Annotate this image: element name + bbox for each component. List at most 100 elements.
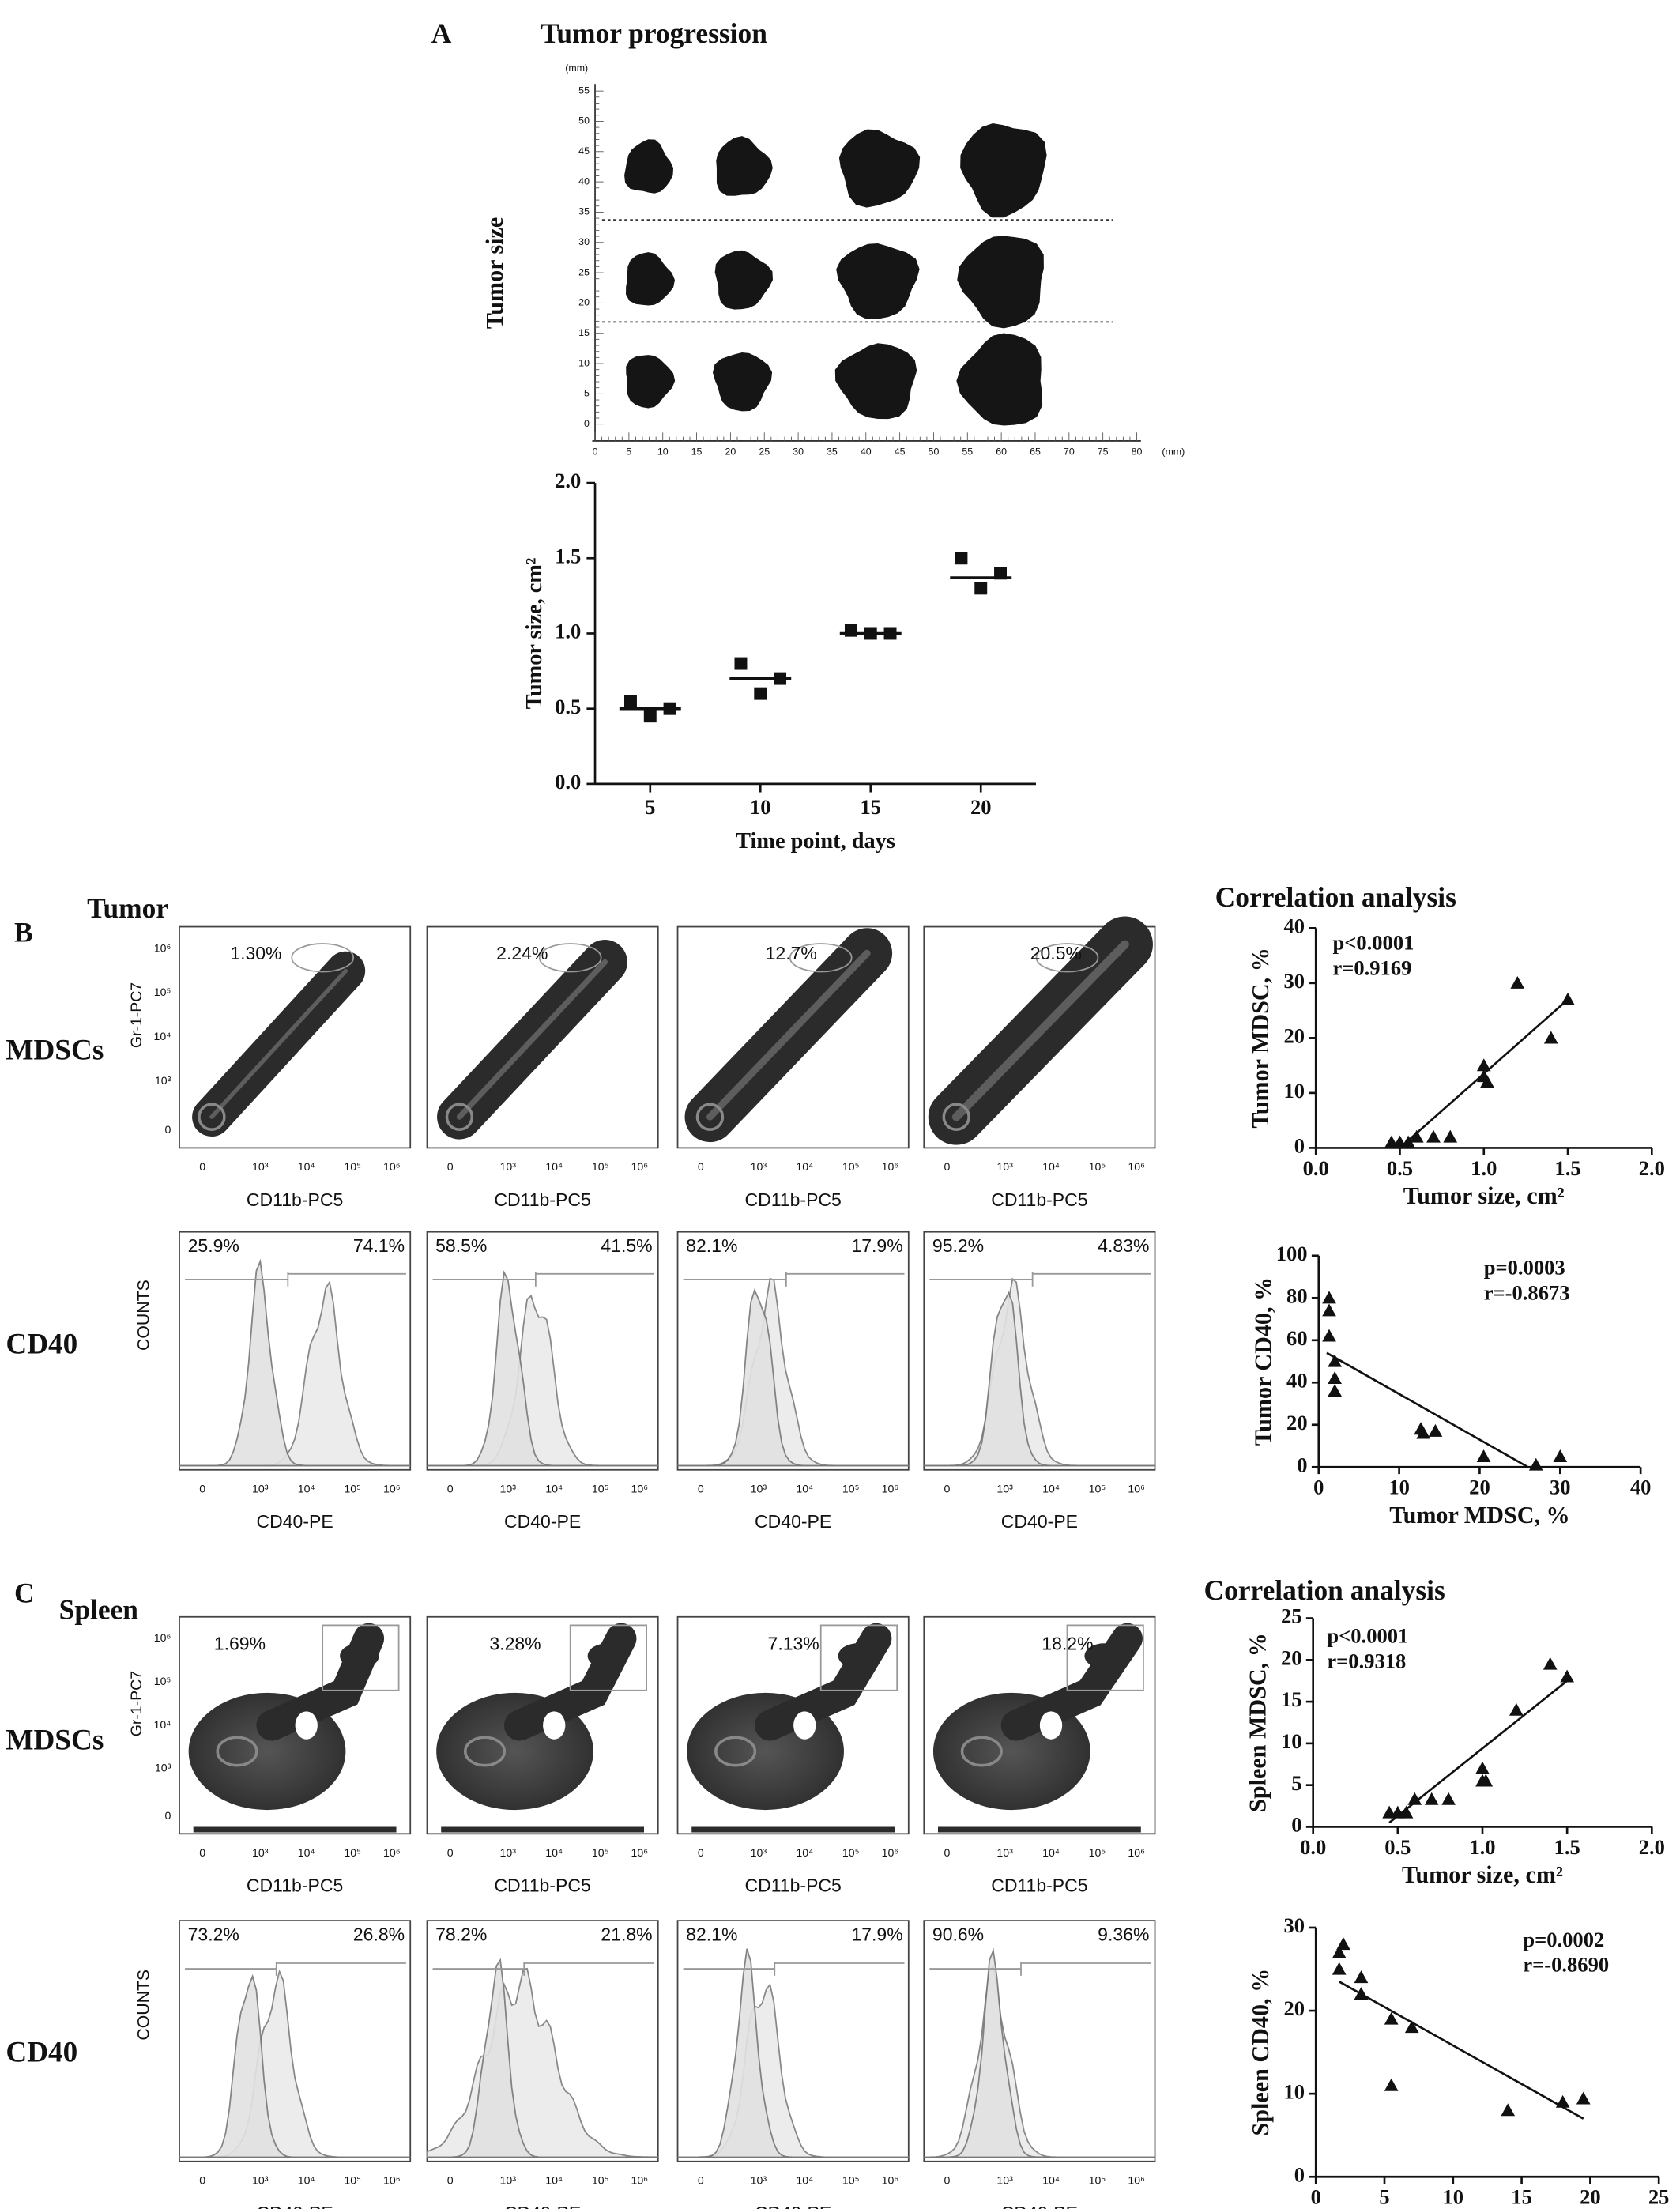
gate [322,1624,400,1691]
flow-tick-label: 0 [698,1483,704,1495]
point [1399,1805,1414,1819]
x-tick-label: 0.5 [1384,1835,1411,1859]
point [1426,1129,1441,1143]
flow-tick-label: 10⁴ [298,1483,315,1495]
x-tick-label: 0.5 [1387,1156,1413,1180]
flow-percent: 2.24% [496,943,548,963]
flow-tick-label: 10³ [155,1762,171,1775]
point [974,582,988,595]
flow-percent: 26.8% [353,1924,405,1945]
flow-tick-label: 10⁶ [154,1632,171,1645]
flow-tick-label: 10³ [751,1483,767,1495]
ruler-label: 60 [996,446,1007,457]
contour [198,1103,226,1131]
point [1510,975,1525,989]
flow-percent: 17.9% [851,1235,902,1256]
flow-tick-label: 10⁴ [298,1847,315,1860]
contour [706,949,871,1121]
histogram [179,1969,411,2158]
tumor-photo [956,333,1043,426]
x-axis-label: Tumor MDSC, % [1389,1502,1569,1529]
ruler-label: 50 [578,115,590,126]
point [1443,1129,1458,1143]
hole [543,1711,566,1740]
contour [960,1736,1003,1767]
flow-percent: 1.30% [230,943,281,963]
y-tick-label: 20 [1284,1023,1305,1047]
y-axis-label: Tumor MDSC, % [1247,948,1274,1128]
point [1354,1970,1369,1984]
fit-line [1388,1679,1568,1824]
flow-tick-label: 10³ [996,1161,1013,1174]
flow-tick-label: 10⁶ [383,2174,401,2187]
x-tick-label: 10 [1443,2185,1464,2209]
histogram [179,1280,411,1467]
contour [695,1103,725,1131]
x-tick-label: 15 [1511,2185,1532,2209]
histogram [677,1982,909,2158]
flow-tick-label: 10⁶ [631,1847,649,1860]
ruler-label: 15 [691,446,703,457]
hole [295,1711,318,1740]
flow-axis-label: CD40-PE [504,1511,581,1532]
annotation: r=0.9318 [1327,1649,1406,1672]
ruler-label: 25 [578,266,590,277]
point [1501,2103,1516,2117]
ruler-label: 40 [861,446,872,457]
ruler-label: 30 [793,446,804,457]
point [1475,1761,1490,1774]
gate [291,943,355,973]
flow-frame [179,925,412,1149]
flow-tick-label: 10⁶ [383,1847,401,1860]
flow-axis-label: CD40-PE [256,1511,333,1532]
flow-frame [923,1615,1156,1835]
ruler-label: 20 [578,297,590,308]
flow-tick-label: 10⁵ [344,1161,361,1174]
flow-tick-label: 10⁶ [154,942,171,955]
flow-frame [426,1920,659,2162]
flow-tick-label: 10⁴ [796,2174,813,2187]
contour [463,1736,507,1767]
tumor-photo [712,352,773,412]
flow-tick-label: 0 [447,1483,454,1495]
tissue-label: Spleen [59,1594,139,1626]
flow-tick-label: 0 [447,2174,454,2187]
ruler-unit: (mm) [565,62,588,74]
contour [456,959,608,1120]
point [1328,1371,1342,1385]
contour [942,1103,970,1131]
x-tick-label: 30 [1550,1476,1571,1499]
ruler-label: 75 [1098,446,1109,457]
point [955,552,968,565]
histogram [677,1277,909,1467]
flow-tick-label: 10⁶ [1128,2174,1145,2187]
flow-tick-label: 0 [164,1810,171,1823]
flow-percent: 74.1% [353,1235,405,1256]
point [1560,1669,1575,1683]
flow-tick-label: 10⁶ [1128,1847,1145,1860]
flow-tick-label: 10³ [252,1161,269,1174]
x-tick-label: 1.0 [1469,1835,1495,1859]
flow-percent: 20.5% [1030,943,1082,963]
gate [185,1272,406,1287]
y-tick-label: 60 [1286,1326,1308,1350]
flow-tick-label: 10⁴ [796,1161,813,1174]
histogram [924,1965,1155,2158]
ruler-unit: (mm) [1162,446,1185,457]
flow-tick-label: 10⁵ [842,2174,860,2187]
flow-tick-label: 10⁵ [1089,1847,1106,1860]
ruler-label: 0 [593,446,598,457]
flow-tick-label: 10⁵ [592,1847,609,1860]
annotation: p<0.0001 [1327,1623,1408,1647]
y-tick-label: 10 [1281,1729,1302,1753]
x-tick-label: 5 [1379,2185,1389,2209]
y-tick-label: 10 [1284,2079,1305,2103]
x-tick-label: 5 [645,795,655,819]
point [1478,1774,1494,1787]
annotation: p=0.0003 [1484,1256,1565,1280]
gate [569,1624,648,1691]
flow-percent: 78.2% [435,1924,487,1945]
gate [185,1962,406,1976]
x-axis-label: Tumor size, cm² [1403,1182,1565,1209]
flow-tick-label: 0 [698,2174,704,2187]
